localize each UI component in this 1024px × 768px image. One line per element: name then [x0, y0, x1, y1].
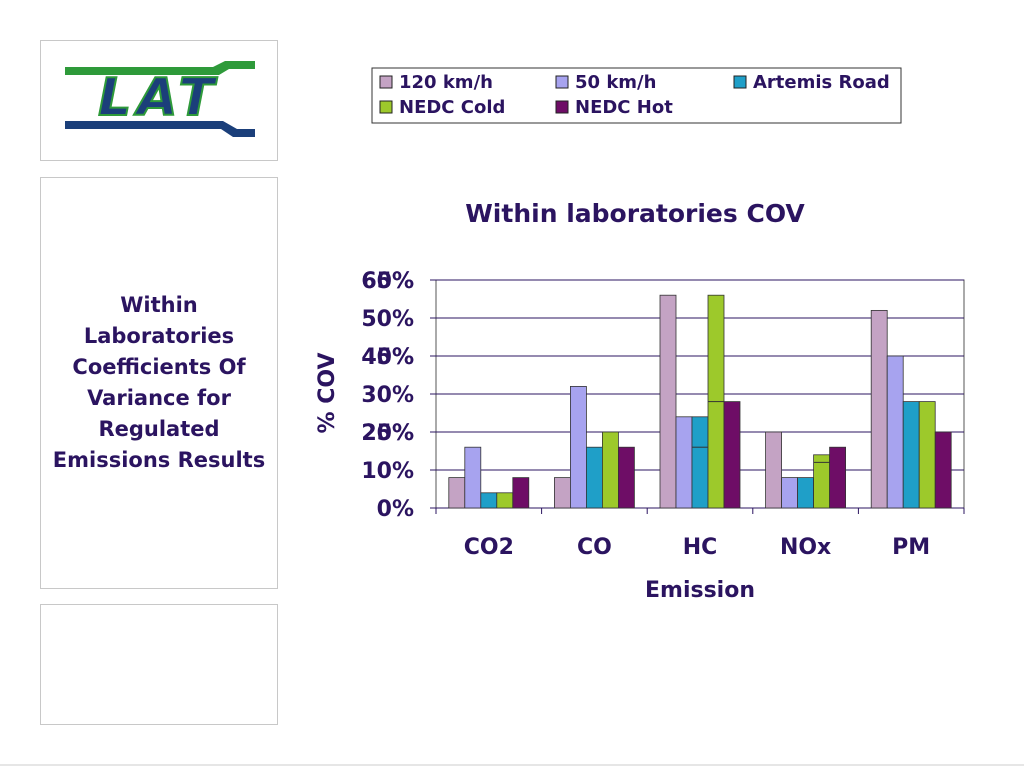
- bar: [448, 477, 466, 509]
- chart-title: Within laboratories COV: [465, 199, 805, 228]
- y-tick-label: 20%: [361, 421, 414, 446]
- bar: [934, 431, 952, 509]
- bar: [512, 477, 530, 509]
- bar: [781, 477, 798, 509]
- bar: [870, 309, 888, 509]
- x-tick-label: PM: [892, 535, 930, 560]
- legend-swatch: [379, 75, 393, 89]
- side-title-line: Laboratories: [83, 324, 235, 348]
- legend-swatch: [555, 75, 569, 89]
- x-axis-title: Emission: [645, 578, 755, 603]
- x-tick-label: CO2: [464, 535, 514, 560]
- y-tick-label-overlay: 65%: [361, 269, 414, 294]
- bar: [797, 477, 814, 509]
- y-tick-label: 50%: [361, 307, 414, 332]
- bar: [918, 401, 936, 509]
- footer-divider: [0, 764, 1024, 766]
- y-tick-label-overlay: 45%: [361, 345, 414, 370]
- bar: [618, 446, 635, 509]
- legend-swatch: [379, 100, 393, 114]
- x-tick-label: HC: [683, 535, 718, 560]
- legend-label: NEDC Cold: [399, 97, 505, 118]
- legend-label: 50 km/h: [575, 72, 656, 93]
- side-title-line: Variance for: [87, 386, 231, 410]
- legend-swatch: [733, 75, 747, 89]
- side-title: Within Laboratories Coefficients Of Varianc…: [41, 290, 277, 476]
- legend-swatch: [555, 100, 569, 114]
- legend-frame: [371, 67, 902, 124]
- y-tick-label: 10%: [361, 459, 414, 484]
- bar: [902, 401, 920, 509]
- y-tick-label: 30%: [361, 383, 414, 408]
- legend-label: 120 km/h: [399, 72, 493, 93]
- side-title-line: Within: [120, 293, 198, 317]
- bar: [659, 294, 677, 509]
- bar: [765, 431, 782, 509]
- lat-logo: LAT: [65, 61, 255, 137]
- bar: [602, 431, 619, 509]
- bar: [675, 416, 693, 509]
- bar: [554, 477, 571, 509]
- bar: [480, 492, 498, 509]
- plot-area: 0% 10% 20% 30% 40% 50% 60%65% 45% 25% CO2 CO HC NOx P…: [361, 269, 965, 560]
- bar: [723, 401, 741, 509]
- chart-legend: 120 km/h 50 km/h Artemis Road NEDC Cold NEDC…: [371, 67, 902, 124]
- logo-panel: LAT: [40, 40, 278, 161]
- bar: [886, 355, 904, 509]
- side-title-panel: Within Laboratories Coefficients Of Varianc…: [40, 177, 278, 589]
- bar: [464, 446, 482, 509]
- bar: [586, 446, 603, 509]
- y-axis-title: % COV: [315, 353, 340, 434]
- bar: [496, 492, 514, 509]
- legend-label: NEDC Hot: [575, 97, 673, 118]
- side-title-line: Emissions Results: [52, 448, 266, 472]
- empty-panel: [40, 604, 278, 725]
- side-title-line: Regulated: [98, 417, 220, 441]
- logo-text: LAT: [98, 68, 220, 128]
- logo-bottom-stripe: [65, 121, 255, 137]
- side-title-line: Coefficients Of: [72, 355, 246, 379]
- legend-label: Artemis Road: [753, 72, 890, 93]
- y-tick-label: 0%: [377, 497, 414, 522]
- logo-top-stripe: [65, 61, 255, 75]
- x-tick-label: CO: [577, 535, 612, 560]
- x-tick-label: NOx: [780, 535, 831, 560]
- y-tick-label: 60%: [361, 269, 414, 294]
- bar: [829, 446, 846, 509]
- y-tick-label: 40%: [361, 345, 414, 370]
- bar: [691, 416, 709, 509]
- bar: [570, 385, 587, 509]
- y-tick-label-overlay: 25%: [361, 421, 414, 446]
